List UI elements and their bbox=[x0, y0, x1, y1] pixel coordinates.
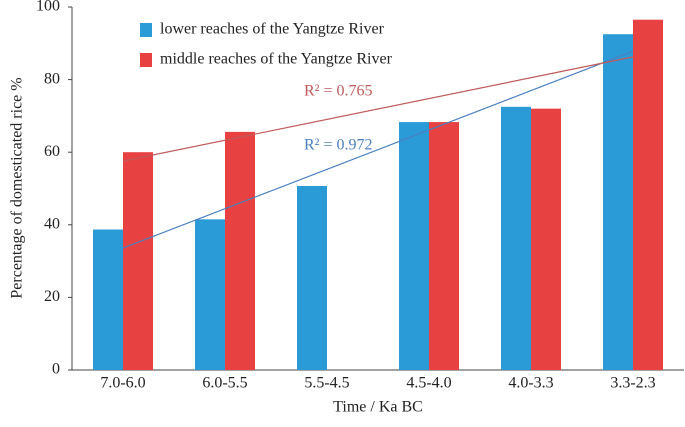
trendline bbox=[122, 50, 634, 249]
legend-swatch bbox=[140, 23, 152, 37]
bar bbox=[633, 19, 663, 371]
y-tick-label: 0 bbox=[52, 361, 60, 378]
bar bbox=[195, 219, 225, 370]
r2-annotation: R² = 0.765 bbox=[304, 83, 373, 100]
x-axis-title: Time / Ka BC bbox=[333, 399, 423, 416]
bar bbox=[93, 229, 123, 370]
x-tick-label: 3.3-2.3 bbox=[610, 375, 655, 392]
x-tick-label: 7.0-6.0 bbox=[100, 375, 145, 392]
trendline bbox=[122, 56, 634, 162]
bar bbox=[225, 131, 255, 370]
legend-label: lower reaches of the Yangtze River bbox=[160, 21, 385, 38]
bar bbox=[429, 122, 459, 370]
bar bbox=[603, 34, 633, 370]
x-tick-label: 4.0-3.3 bbox=[508, 375, 553, 392]
r2-annotation: R² = 0.972 bbox=[304, 137, 373, 154]
bar bbox=[501, 106, 531, 370]
bar bbox=[297, 185, 327, 370]
legend-label: middle reaches of the Yangtze River bbox=[160, 51, 393, 68]
y-tick-label: 20 bbox=[44, 288, 60, 305]
y-tick-label: 40 bbox=[44, 215, 60, 232]
bar bbox=[531, 108, 561, 370]
y-tick-label: 80 bbox=[44, 70, 60, 87]
y-tick-label: 100 bbox=[36, 0, 60, 15]
y-tick-label: 60 bbox=[44, 143, 60, 160]
bar bbox=[399, 122, 429, 370]
x-tick-label: 4.5-4.0 bbox=[406, 375, 451, 392]
legend-swatch bbox=[140, 53, 152, 67]
y-axis-title: Percentage of domesticated rice % bbox=[9, 77, 26, 298]
x-tick-label: 5.5-4.5 bbox=[304, 375, 349, 392]
x-tick-label: 6.0-5.5 bbox=[202, 375, 247, 392]
bar bbox=[123, 152, 153, 370]
